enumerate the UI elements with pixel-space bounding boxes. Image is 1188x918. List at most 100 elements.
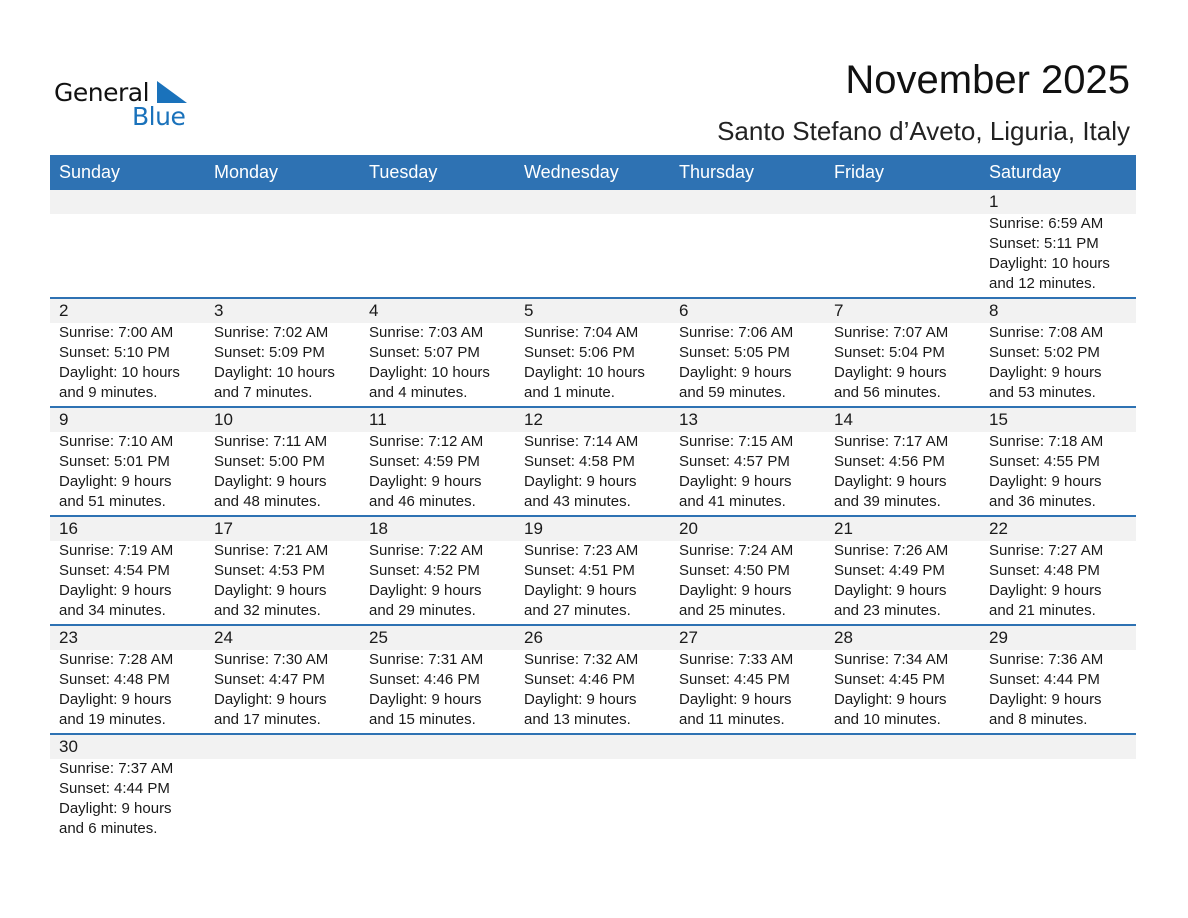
page-title: November 2025 (845, 58, 1130, 102)
day-cell: 22 Sunrise: 7:27 AM Sunset: 4:48 PM Dayligh… (980, 517, 1135, 624)
daylight-minutes-text: and 32 minutes. (214, 602, 321, 619)
daylight-text: Daylight: 9 hours (989, 364, 1102, 381)
daylight-minutes-text: and 29 minutes. (369, 602, 476, 619)
empty-cell (360, 190, 515, 297)
sunrise-text: Sunrise: 7:22 AM (369, 542, 484, 559)
sunset-text: Sunset: 5:11 PM (989, 235, 1099, 252)
day-number: 20 (679, 519, 698, 538)
sunrise-text: Sunrise: 7:17 AM (834, 433, 949, 450)
day-cell: 17 Sunrise: 7:21 AM Sunset: 4:53 PM Dayligh… (205, 517, 360, 624)
daylight-text: Daylight: 9 hours (989, 473, 1102, 490)
day-number: 26 (524, 628, 543, 647)
day-cell: 19 Sunrise: 7:23 AM Sunset: 4:51 PM Dayligh… (515, 517, 670, 624)
daylight-text: Daylight: 9 hours (369, 691, 482, 708)
daylight-text: Daylight: 10 hours (59, 364, 180, 381)
daylight-text: Daylight: 9 hours (524, 582, 637, 599)
daylight-minutes-text: and 17 minutes. (214, 711, 321, 728)
sunrise-text: Sunrise: 7:10 AM (59, 433, 174, 450)
sunset-text: Sunset: 5:02 PM (989, 344, 1100, 361)
day-cell: 30 Sunrise: 7:37 AM Sunset: 4:44 PM Dayligh… (50, 735, 205, 842)
day-number: 30 (59, 737, 78, 756)
date-strip (50, 408, 1136, 432)
day-number: 22 (989, 519, 1008, 538)
sunrise-text: Sunrise: 7:37 AM (59, 760, 174, 777)
weekday-thursday: Thursday (679, 162, 755, 182)
empty-cell (50, 190, 205, 297)
date-strip (50, 626, 1136, 650)
sunrise-text: Sunrise: 7:34 AM (834, 651, 949, 668)
week-row: 16 Sunrise: 7:19 AM Sunset: 4:54 PM Dayligh… (50, 515, 1136, 624)
day-cell: 10 Sunrise: 7:11 AM Sunset: 5:00 PM Dayligh… (205, 408, 360, 515)
day-cell: 27 Sunrise: 7:33 AM Sunset: 4:45 PM Dayligh… (670, 626, 825, 733)
empty-cell (825, 735, 980, 842)
sunrise-text: Sunrise: 7:24 AM (679, 542, 794, 559)
day-cell: 21 Sunrise: 7:26 AM Sunset: 4:49 PM Dayligh… (825, 517, 980, 624)
date-strip (50, 517, 1136, 541)
day-number: 18 (369, 519, 388, 538)
sunset-text: Sunset: 4:51 PM (524, 562, 635, 579)
day-cell: 23 Sunrise: 7:28 AM Sunset: 4:48 PM Dayligh… (50, 626, 205, 733)
daylight-minutes-text: and 13 minutes. (524, 711, 631, 728)
sunrise-text: Sunrise: 7:23 AM (524, 542, 639, 559)
week-row: 2 Sunrise: 7:00 AM Sunset: 5:10 PM Daylight… (50, 297, 1136, 406)
day-number: 15 (989, 410, 1008, 429)
sunrise-text: Sunrise: 7:18 AM (989, 433, 1104, 450)
sunrise-text: Sunrise: 7:32 AM (524, 651, 639, 668)
day-number: 17 (214, 519, 233, 538)
daylight-minutes-text: and 6 minutes. (59, 820, 158, 837)
daylight-minutes-text: and 7 minutes. (214, 384, 313, 401)
day-number: 11 (369, 410, 387, 429)
day-number: 25 (369, 628, 388, 647)
sunset-text: Sunset: 4:46 PM (369, 671, 480, 688)
daylight-text: Daylight: 9 hours (59, 582, 172, 599)
daylight-text: Daylight: 10 hours (989, 255, 1110, 272)
logo-triangle-icon (157, 81, 187, 103)
empty-cell (205, 190, 360, 297)
daylight-minutes-text: and 8 minutes. (989, 711, 1088, 728)
sunrise-text: Sunrise: 7:11 AM (214, 433, 328, 450)
day-cell: 12 Sunrise: 7:14 AM Sunset: 4:58 PM Dayligh… (515, 408, 670, 515)
day-cell: 7 Sunrise: 7:07 AM Sunset: 5:04 PM Daylight… (825, 299, 980, 406)
sunset-text: Sunset: 4:48 PM (989, 562, 1100, 579)
sunset-text: Sunset: 4:45 PM (834, 671, 945, 688)
day-cell: 3 Sunrise: 7:02 AM Sunset: 5:09 PM Daylight… (205, 299, 360, 406)
daylight-text: Daylight: 9 hours (834, 473, 947, 490)
date-strip (50, 735, 1136, 759)
daylight-minutes-text: and 21 minutes. (989, 602, 1096, 619)
day-cell: 28 Sunrise: 7:34 AM Sunset: 4:45 PM Dayligh… (825, 626, 980, 733)
day-cell: 6 Sunrise: 7:06 AM Sunset: 5:05 PM Daylight… (670, 299, 825, 406)
daylight-text: Daylight: 10 hours (369, 364, 490, 381)
day-number: 27 (679, 628, 698, 647)
day-number: 10 (214, 410, 233, 429)
sunset-text: Sunset: 4:52 PM (369, 562, 480, 579)
location-subtitle: Santo Stefano d’Aveto, Liguria, Italy (717, 116, 1130, 146)
sunrise-text: Sunrise: 7:08 AM (989, 324, 1104, 341)
day-cell: 9 Sunrise: 7:10 AM Sunset: 5:01 PM Daylight… (50, 408, 205, 515)
empty-cell (205, 735, 360, 842)
day-number: 12 (524, 410, 543, 429)
day-number: 6 (679, 301, 689, 320)
daylight-minutes-text: and 39 minutes. (834, 493, 941, 510)
day-cell: 20 Sunrise: 7:24 AM Sunset: 4:50 PM Dayligh… (670, 517, 825, 624)
daylight-minutes-text: and 51 minutes. (59, 493, 166, 510)
sunset-text: Sunset: 5:05 PM (679, 344, 790, 361)
date-strip (50, 299, 1136, 323)
sunrise-text: Sunrise: 7:06 AM (679, 324, 794, 341)
general-blue-logo: General Blue (54, 78, 194, 131)
daylight-text: Daylight: 9 hours (679, 473, 792, 490)
sunset-text: Sunset: 5:09 PM (214, 344, 325, 361)
empty-cell (825, 190, 980, 297)
daylight-minutes-text: and 56 minutes. (834, 384, 941, 401)
day-number: 3 (214, 301, 224, 320)
day-cell: 15 Sunrise: 7:18 AM Sunset: 4:55 PM Dayligh… (980, 408, 1135, 515)
daylight-minutes-text: and 27 minutes. (524, 602, 631, 619)
weekday-friday: Friday (834, 162, 885, 182)
daylight-minutes-text: and 59 minutes. (679, 384, 786, 401)
empty-cell (515, 190, 670, 297)
sunset-text: Sunset: 4:47 PM (214, 671, 325, 688)
sunset-text: Sunset: 4:48 PM (59, 671, 170, 688)
day-number: 1 (989, 192, 999, 211)
daylight-text: Daylight: 9 hours (679, 691, 792, 708)
daylight-minutes-text: and 19 minutes. (59, 711, 166, 728)
